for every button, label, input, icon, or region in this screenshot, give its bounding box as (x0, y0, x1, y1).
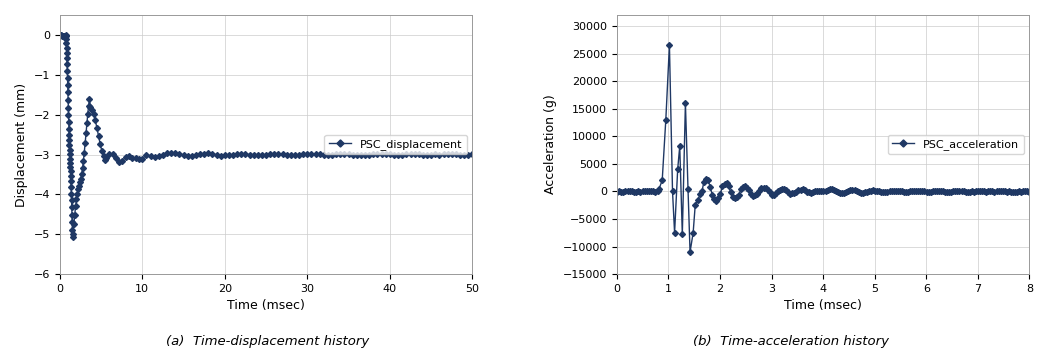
PSC_acceleration (894, 189, 907, 193)
Y-axis label: Acceleration (g): Acceleration (g) (544, 95, 558, 194)
PSC_acceleration (628, 190, 640, 194)
X-axis label: Time (msec): Time (msec) (227, 299, 305, 312)
Text: (a)  Time-displacement history: (a) Time-displacement history (166, 335, 369, 348)
PSC_displacement (66, 235, 79, 240)
PSC_displacement (58, 34, 70, 38)
PSC_displacement (83, 103, 95, 108)
PSC_displacement (318, 153, 330, 157)
Text: (b)  Time-acceleration history: (b) Time-acceleration history (693, 335, 890, 348)
Y-axis label: Displacement (mm): Displacement (mm) (15, 82, 28, 207)
PSC_acceleration (737, 185, 749, 189)
PSC_displacement (61, 75, 73, 80)
Line: PSC_displacement: PSC_displacement (58, 33, 475, 240)
PSC_acceleration (1023, 190, 1035, 194)
Legend: PSC_displacement: PSC_displacement (324, 135, 466, 155)
PSC_displacement (53, 33, 66, 37)
PSC_displacement (62, 98, 74, 102)
PSC_acceleration (611, 189, 624, 194)
PSC_acceleration (969, 189, 982, 194)
PSC_displacement (466, 152, 479, 157)
PSC_displacement (252, 153, 264, 158)
Line: PSC_acceleration: PSC_acceleration (615, 43, 1031, 254)
PSC_acceleration (1003, 189, 1016, 194)
X-axis label: Time (msec): Time (msec) (784, 299, 863, 312)
PSC_acceleration (850, 189, 863, 193)
PSC_acceleration (683, 250, 696, 254)
Legend: PSC_acceleration: PSC_acceleration (888, 135, 1024, 155)
PSC_acceleration (663, 43, 676, 48)
